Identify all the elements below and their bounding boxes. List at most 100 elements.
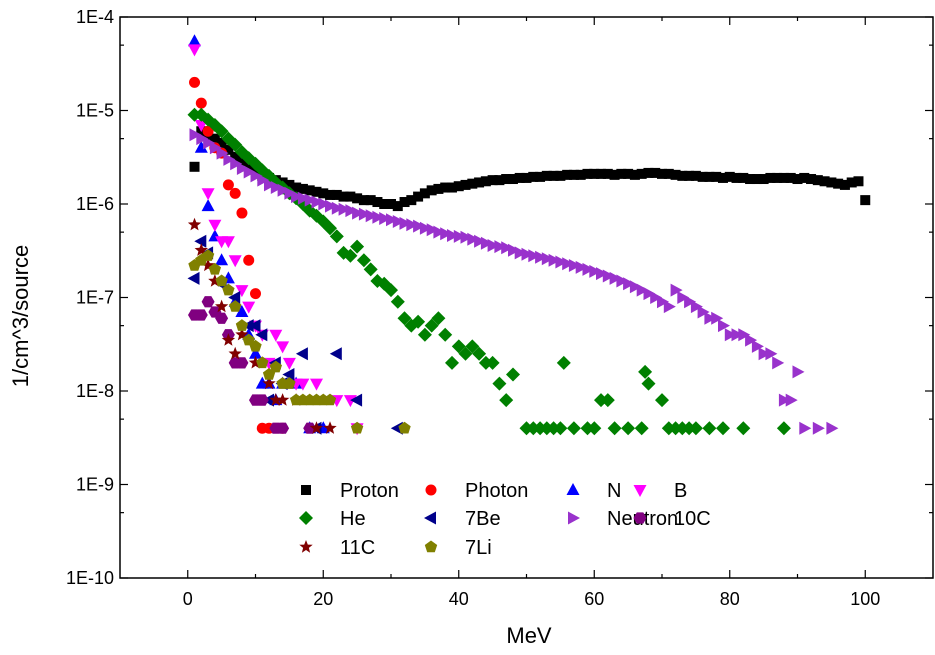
point-proton — [575, 169, 586, 180]
point-proton — [541, 170, 552, 181]
legend-marker-7be — [424, 511, 436, 525]
point-photon — [195, 97, 207, 109]
point-he — [465, 339, 480, 354]
point-neutron — [277, 183, 290, 197]
point-neutron — [677, 291, 690, 304]
point-neutron — [650, 291, 663, 304]
point-neutron — [203, 136, 216, 150]
point-proton — [209, 133, 220, 144]
point-proton — [785, 172, 796, 183]
point-he — [499, 393, 514, 408]
point-he — [506, 367, 520, 382]
point-10c — [215, 312, 229, 324]
point-proton — [555, 170, 566, 181]
point-proton — [345, 191, 356, 202]
point-7be — [282, 368, 295, 381]
point-proton — [216, 137, 227, 148]
legend-label-he: He — [340, 508, 366, 530]
point-7li — [201, 249, 215, 261]
point-b — [188, 44, 201, 57]
point-neutron — [474, 234, 487, 248]
point-proton — [284, 179, 295, 190]
point-neutron — [772, 356, 785, 370]
point-neutron — [291, 190, 304, 204]
point-proton — [413, 191, 424, 202]
point-b — [282, 357, 296, 370]
point-proton — [650, 167, 661, 178]
point-he — [600, 393, 615, 408]
x-tick-label: 40 — [449, 589, 469, 609]
point-neutron — [352, 206, 365, 220]
point-neutron — [799, 421, 812, 435]
point-7li — [235, 319, 249, 331]
point-photon — [189, 76, 201, 88]
legend-label-7be: 7Be — [465, 508, 501, 530]
point-11c — [262, 376, 276, 390]
y-axis-label: 1/cm^3/source — [8, 245, 33, 387]
legend-item-10c: 10C — [633, 508, 711, 530]
point-neutron — [399, 216, 412, 230]
point-7li — [208, 262, 221, 275]
point-he — [688, 421, 703, 436]
point-b — [201, 188, 215, 201]
point-proton — [406, 195, 417, 206]
point-proton — [860, 195, 871, 206]
point-neutron — [250, 169, 263, 183]
point-7li — [249, 339, 262, 352]
point-photon — [222, 179, 234, 191]
point-proton — [751, 174, 762, 185]
point-proton — [819, 176, 830, 187]
point-neutron — [663, 300, 676, 314]
point-7be — [241, 319, 254, 333]
point-7be — [194, 234, 207, 248]
x-axis-tick-labels: 0 20 40 60 80 100 — [183, 589, 881, 609]
point-proton — [738, 172, 749, 183]
point-he — [356, 253, 371, 268]
point-neutron — [440, 227, 453, 241]
y-tick-label: 1E-4 — [76, 7, 114, 27]
point-11c — [235, 327, 249, 341]
point-neutron — [318, 197, 331, 211]
point-proton — [765, 172, 776, 183]
point-proton — [236, 157, 247, 168]
point-proton — [562, 169, 573, 180]
point-11c — [309, 421, 324, 434]
point-11c — [215, 299, 229, 313]
point-n — [235, 305, 249, 317]
point-proton — [372, 197, 383, 208]
point-he — [451, 339, 466, 354]
point-neutron — [494, 240, 507, 254]
point-neutron — [487, 239, 500, 252]
point-proton — [440, 182, 451, 193]
point-proton — [460, 179, 471, 190]
point-proton — [589, 168, 600, 179]
point-he — [431, 311, 446, 326]
point-proton — [399, 197, 410, 208]
point-he — [350, 239, 365, 254]
point-proton — [453, 181, 464, 192]
point-n — [194, 140, 208, 153]
point-11c — [187, 217, 202, 231]
point-proton — [711, 171, 722, 182]
point-10c — [303, 422, 317, 434]
legend-item-photon: Photon — [425, 480, 528, 502]
point-7li — [222, 283, 235, 296]
point-neutron — [372, 210, 385, 224]
point-neutron — [325, 199, 337, 213]
point-7be — [228, 291, 241, 304]
point-proton — [358, 195, 369, 206]
point-neutron — [189, 128, 202, 142]
point-b — [310, 378, 323, 391]
point-neutron — [433, 225, 446, 239]
point-proton — [731, 172, 742, 183]
point-neutron — [236, 162, 249, 175]
point-neutron — [704, 311, 717, 325]
point-proton — [724, 171, 735, 182]
point-he — [323, 221, 337, 236]
point-proton — [365, 195, 376, 206]
point-7be — [350, 393, 363, 407]
legend-item-proton: Proton — [301, 480, 399, 502]
point-proton — [602, 168, 613, 179]
point-proton — [507, 174, 518, 185]
point-7be — [248, 319, 261, 333]
